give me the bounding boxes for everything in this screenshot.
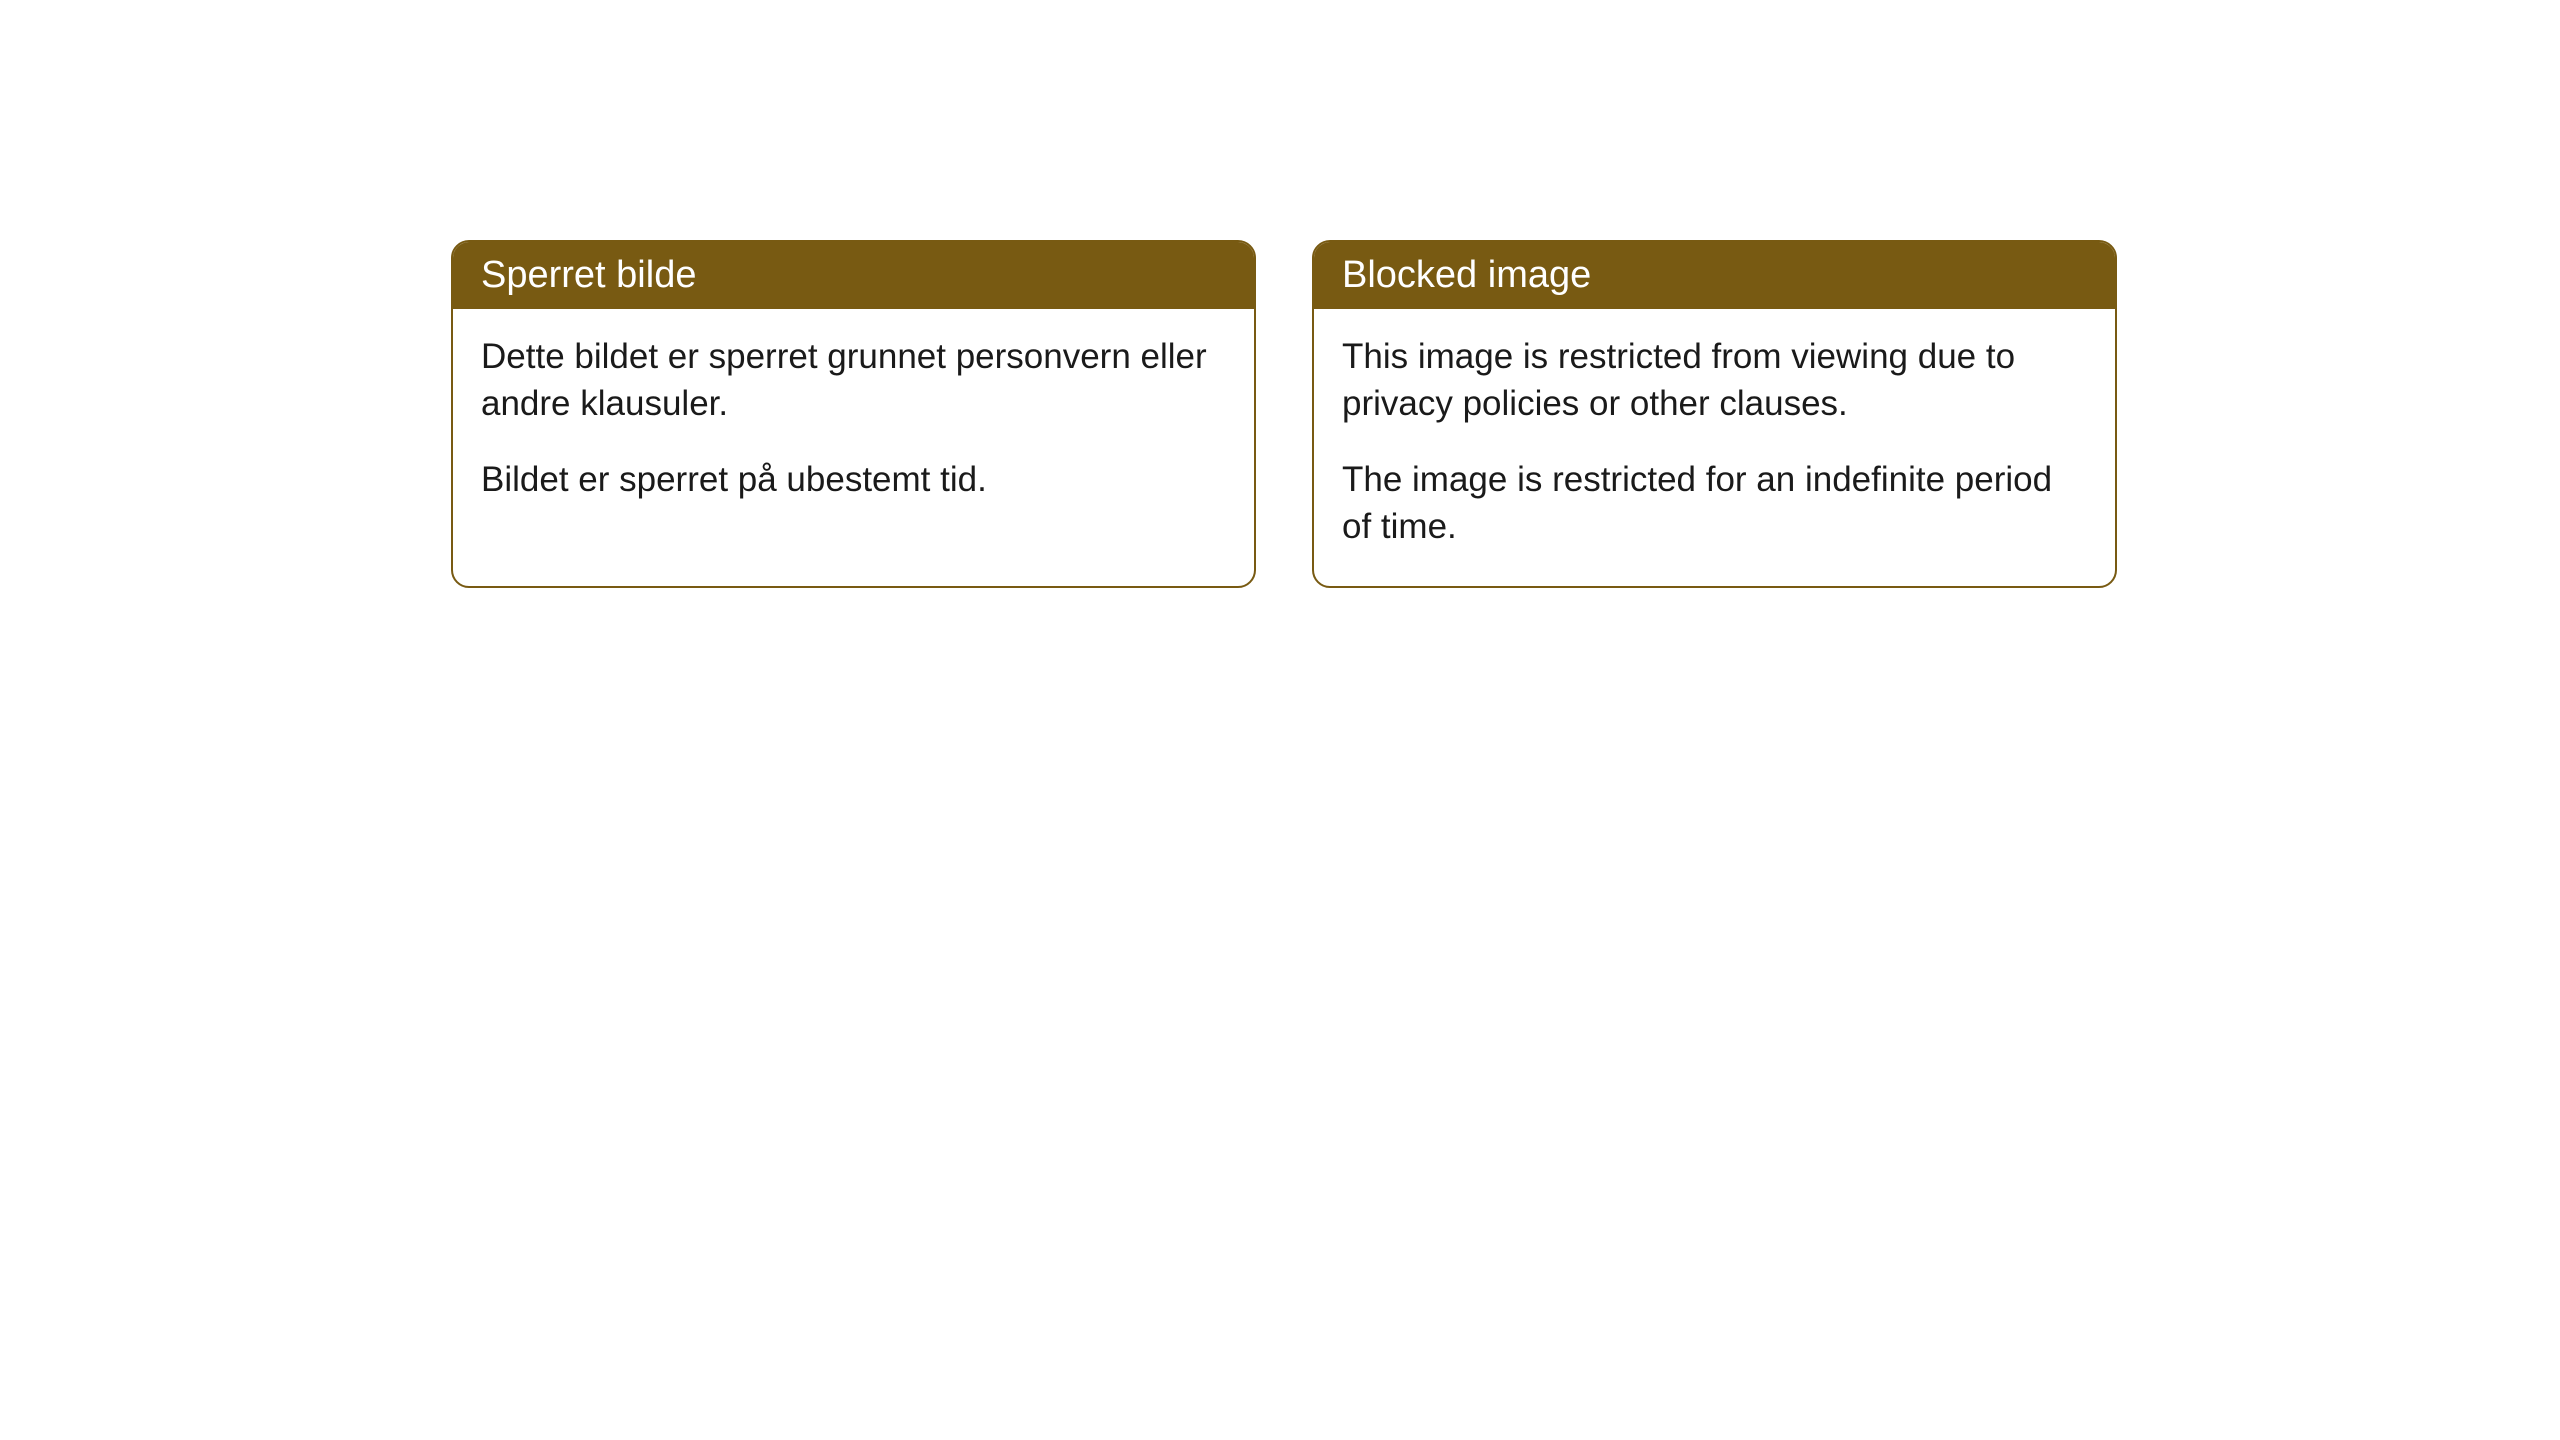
card-title: Sperret bilde	[481, 254, 696, 296]
card-paragraph: Bildet er sperret på ubestemt tid.	[481, 456, 1226, 503]
notice-container: Sperret bilde Dette bildet er sperret gr…	[451, 240, 2117, 588]
blocked-image-card-norwegian: Sperret bilde Dette bildet er sperret gr…	[451, 240, 1256, 588]
card-body-english: This image is restricted from viewing du…	[1314, 309, 2115, 586]
card-paragraph: Dette bildet er sperret grunnet personve…	[481, 333, 1226, 428]
card-header-english: Blocked image	[1314, 242, 2115, 309]
card-paragraph: This image is restricted from viewing du…	[1342, 333, 2087, 428]
card-paragraph: The image is restricted for an indefinit…	[1342, 456, 2087, 551]
card-body-norwegian: Dette bildet er sperret grunnet personve…	[453, 309, 1254, 539]
card-title: Blocked image	[1342, 254, 1591, 296]
blocked-image-card-english: Blocked image This image is restricted f…	[1312, 240, 2117, 588]
card-header-norwegian: Sperret bilde	[453, 242, 1254, 309]
